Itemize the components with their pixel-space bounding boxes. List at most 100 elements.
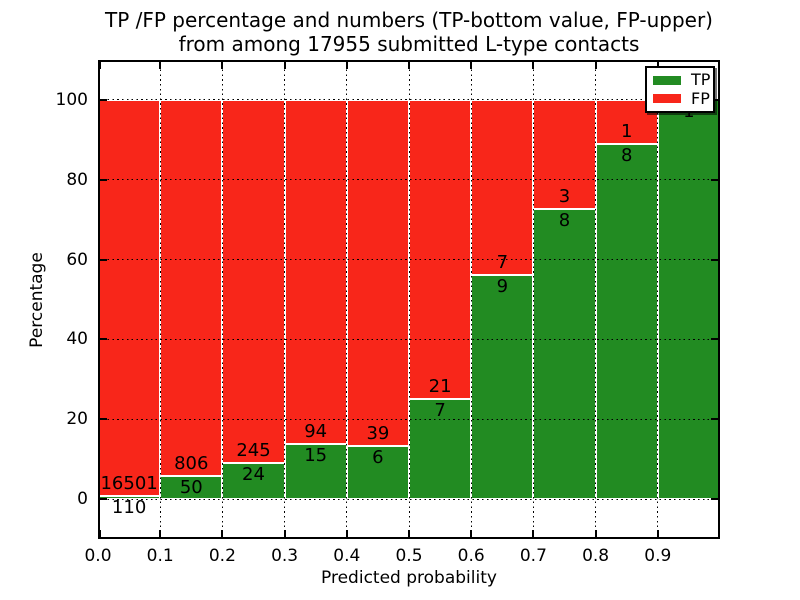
x-tick-mark-top — [656, 61, 659, 69]
bar-segment-fp — [284, 99, 347, 445]
y-tick-mark-left — [99, 338, 107, 341]
bar-label-tp: 8 — [558, 209, 571, 231]
x-tick-mark-bottom — [532, 530, 535, 538]
y-tick-mark-left — [99, 258, 107, 261]
y-tick-label: 0 — [77, 489, 88, 510]
bar-segment-fp — [346, 99, 409, 446]
x-tick-mark-top — [408, 61, 410, 69]
v-gridline — [221, 60, 223, 539]
x-tick-mark-bottom — [656, 530, 659, 538]
bar-label-fp: 16501 — [100, 473, 158, 495]
bar-segment-fp — [471, 99, 534, 275]
x-tick-mark-top — [283, 61, 286, 69]
h-gridline — [98, 179, 720, 181]
bar-segment-tp — [471, 274, 534, 500]
bar-label-tp: 50 — [179, 476, 203, 498]
legend-entry: FP — [653, 88, 710, 108]
bar-label-fp: 7 — [496, 251, 509, 273]
bar-label-fp: 3 — [558, 185, 571, 207]
x-tick-label: 0.6 — [457, 546, 485, 566]
legend-swatch-fp — [653, 94, 681, 104]
y-tick-mark-left — [99, 498, 107, 501]
y-tick-mark-left — [99, 98, 107, 101]
x-tick-label: 0.9 — [644, 546, 672, 566]
x-tick-mark-bottom — [594, 530, 597, 538]
x-tick-label: 0.5 — [395, 546, 423, 566]
bar-label-fp: 806 — [174, 452, 209, 474]
x-tick-mark-bottom — [159, 530, 162, 538]
v-gridline — [532, 60, 534, 539]
bar-label-fp: 245 — [236, 440, 271, 462]
y-tick-label: 100 — [55, 89, 88, 110]
bar-segment-tp — [595, 144, 658, 500]
y-tick-label: 80 — [66, 169, 88, 190]
y-tick-mark-right — [711, 258, 719, 261]
bar-label-fp: 39 — [366, 422, 390, 444]
x-tick-mark-top — [99, 61, 101, 69]
x-tick-mark-bottom — [221, 530, 224, 538]
bar-label-tp: 15 — [304, 445, 328, 467]
y-axis-label: Percentage — [27, 252, 47, 348]
x-tick-label: 0.8 — [582, 546, 610, 566]
h-gridline — [98, 99, 720, 101]
x-tick-label: 0.3 — [271, 546, 299, 566]
bar-label-tp: 8 — [620, 145, 633, 167]
v-gridline — [284, 60, 286, 539]
v-gridline — [159, 60, 161, 539]
bar-segment-fp — [222, 99, 285, 464]
y-tick-label: 40 — [66, 329, 88, 350]
x-tick-mark-top — [345, 61, 348, 69]
x-tick-mark-top — [594, 61, 597, 69]
x-tick-mark-bottom — [283, 530, 286, 538]
x-tick-mark-top — [532, 61, 535, 69]
bar-label-fp: 94 — [304, 421, 328, 443]
x-tick-label: 0.0 — [84, 546, 112, 566]
bar-segment-tp — [409, 399, 472, 500]
x-tick-mark-top — [221, 61, 224, 69]
y-tick-mark-right — [711, 98, 719, 101]
y-tick-label: 60 — [66, 249, 88, 270]
y-tick-mark-left — [99, 418, 107, 421]
v-gridline — [657, 60, 659, 539]
v-gridline — [595, 60, 597, 539]
y-tick-mark-right — [711, 418, 719, 421]
legend-label: FP — [691, 88, 710, 108]
h-gridline — [98, 338, 720, 340]
bar-label-tp: 110 — [111, 497, 147, 519]
v-gridline — [470, 60, 472, 539]
x-tick-mark-top — [470, 61, 473, 69]
bar-label-fp: 1 — [620, 121, 633, 143]
legend-swatch-tp — [653, 75, 681, 85]
bar-label-fp: 21 — [428, 376, 452, 398]
y-tick-mark-left — [99, 178, 107, 181]
y-tick-label: 20 — [66, 409, 88, 430]
y-tick-mark-right — [711, 178, 719, 181]
v-gridline — [408, 60, 410, 539]
x-tick-label: 0.1 — [146, 546, 174, 566]
x-tick-mark-bottom — [99, 530, 101, 538]
x-tick-mark-bottom — [470, 530, 473, 538]
x-tick-mark-bottom — [408, 530, 410, 538]
bar-segment-tp — [657, 99, 720, 500]
bar-label-tp: 6 — [372, 446, 384, 468]
x-tick-label: 0.4 — [333, 546, 361, 566]
x-tick-mark-bottom — [345, 530, 348, 538]
bar-segment-fp — [98, 99, 161, 497]
chart-title-line1: TP /FP percentage and numbers (TP-bottom… — [105, 8, 713, 32]
h-gridline — [98, 259, 720, 261]
x-axis-label: Predicted probability — [321, 568, 497, 588]
bar-label-tp: 24 — [242, 464, 265, 486]
bar-label-tp: 7 — [434, 400, 446, 422]
legend: TP FP — [645, 66, 715, 113]
bar-segment-fp — [409, 99, 472, 400]
x-tick-label: 0.7 — [519, 546, 547, 566]
bar-label-tp: 9 — [496, 275, 509, 297]
x-tick-mark-top — [159, 61, 162, 69]
legend-label: TP — [691, 70, 711, 90]
chart-title: TP /FP percentage and numbers (TP-bottom… — [98, 8, 720, 56]
y-tick-mark-right — [711, 338, 719, 341]
chart-title-line2: from among 17955 submitted L-type contac… — [178, 32, 640, 56]
h-gridline — [98, 418, 720, 420]
h-gridline — [98, 498, 720, 500]
